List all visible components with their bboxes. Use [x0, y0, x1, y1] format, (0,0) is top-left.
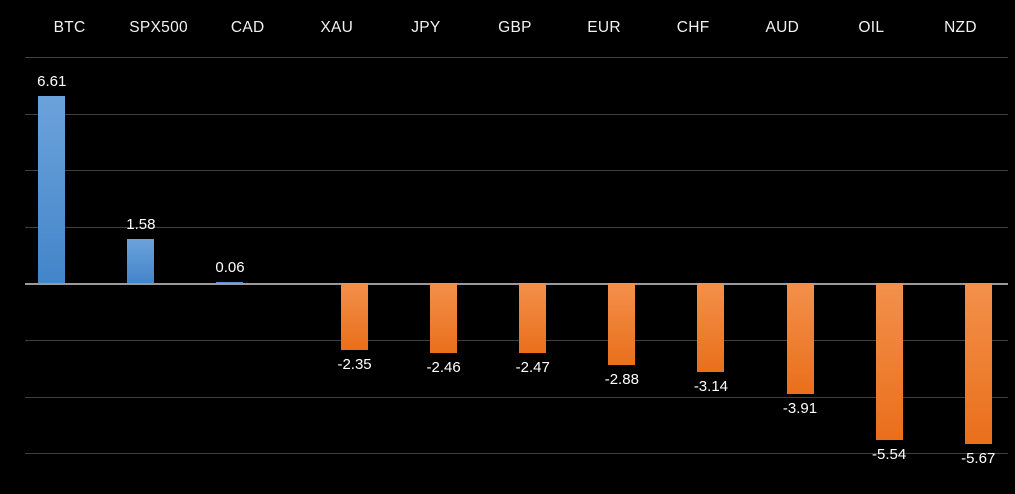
bar-nzd	[964, 283, 992, 444]
value-label-eur: -2.88	[604, 370, 639, 388]
bar-cad	[216, 281, 244, 284]
value-label-gbp: -2.47	[515, 359, 550, 377]
value-label-xau: -2.35	[337, 355, 372, 373]
category-label-eur: EUR	[587, 19, 621, 36]
gridline	[25, 170, 1008, 172]
bar-xau	[341, 283, 369, 350]
category-label-oil: OIL	[858, 19, 885, 36]
category-label-chf: CHF	[676, 19, 710, 36]
gridline	[25, 453, 1008, 455]
category-label-jpy: JPY	[411, 19, 441, 36]
bar-chf	[697, 283, 725, 373]
bar-oil	[875, 283, 903, 441]
category-label-cad: CAD	[230, 19, 265, 36]
bar-btc	[38, 96, 66, 284]
bar-jpy	[430, 283, 458, 353]
value-label-aud: -3.91	[782, 400, 818, 418]
bar-gbp	[519, 283, 547, 354]
value-label-oil: -5.54	[872, 446, 907, 464]
bar-eur	[608, 283, 636, 365]
gridline	[25, 396, 1008, 398]
gridline	[25, 57, 1008, 58]
gridline	[25, 226, 1008, 228]
category-label-aud: AUD	[765, 19, 800, 36]
bar-spx500	[127, 238, 155, 284]
category-label-xau: XAU	[320, 19, 354, 36]
value-label-nzd: -5.67	[961, 449, 996, 467]
value-label-spx500: 1.58	[126, 215, 156, 233]
gridline	[25, 113, 1008, 115]
category-label-nzd: NZD	[944, 19, 977, 36]
category-label-gbp: GBP	[498, 19, 532, 36]
value-label-btc: 6.61	[37, 73, 67, 91]
zero-axis-line	[25, 283, 1008, 286]
value-label-jpy: -2.46	[426, 359, 461, 377]
value-label-chf: -3.14	[693, 378, 729, 396]
bar-aud	[786, 283, 814, 395]
gridline	[25, 340, 1008, 341]
category-label-spx500: SPX500	[129, 19, 188, 36]
value-label-cad: 0.06	[215, 258, 245, 276]
category-label-btc: BTC	[53, 19, 86, 36]
